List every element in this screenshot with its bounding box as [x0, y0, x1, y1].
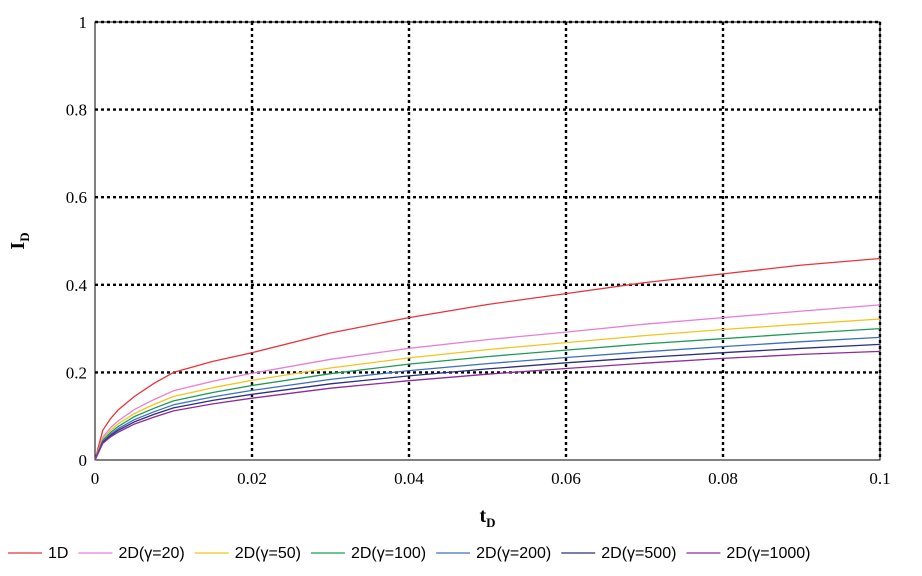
legend: 1D 2D(γ=20) 2D(γ=50) 2D(γ=100) 2D(γ=200) 2D(γ… — [8, 545, 810, 562]
legend-item: 2D(γ=100) — [310, 545, 426, 562]
series-line — [94, 318, 881, 461]
legend-item: 2D(γ=200) — [436, 545, 551, 562]
x-tick-label: 0.1 — [869, 469, 890, 488]
legend-label: 2D(γ=20) — [118, 545, 184, 562]
y-tick-labels: 0 0.2 0.4 0.6 0.8 1 — [66, 13, 88, 470]
x-tick-label: 0.04 — [394, 469, 424, 488]
y-tick-label: 0.2 — [66, 363, 87, 382]
series-line — [94, 304, 881, 461]
series-line — [94, 336, 881, 461]
legend-item: 2D(γ=500) — [561, 545, 676, 562]
legend-label: 2D(γ=1000) — [726, 545, 810, 562]
x-axis-label: tD — [479, 505, 495, 530]
x-tick-label: 0.08 — [708, 469, 738, 488]
legend-label: 1D — [48, 545, 68, 562]
x-tick-label: 0.02 — [237, 469, 267, 488]
legend-label: 2D(γ=50) — [235, 545, 301, 562]
y-axis-label: ID — [7, 232, 32, 249]
x-axis-label-main: t — [479, 505, 486, 527]
series-line — [94, 350, 881, 461]
y-tick-label: 0 — [79, 451, 88, 470]
y-tick-label: 0.6 — [66, 188, 87, 207]
y-axis-label-main: I — [7, 242, 29, 250]
legend-item: 2D(γ=1000) — [686, 545, 810, 562]
legend-item: 2D(γ=20) — [78, 545, 185, 562]
grid-lines — [95, 20, 882, 460]
series-line — [94, 257, 881, 461]
y-tick-label: 0.4 — [66, 276, 88, 295]
y-axis-label-sub: D — [17, 232, 32, 241]
plot-frame — [94, 21, 881, 461]
legend-label: 2D(γ=200) — [476, 545, 551, 562]
legend-label: 2D(γ=500) — [601, 545, 676, 562]
series-line — [94, 327, 881, 461]
series-line — [94, 343, 881, 461]
legend-label: 2D(γ=100) — [351, 545, 426, 562]
legend-item: 2D(γ=50) — [194, 545, 301, 562]
y-tick-label: 0.8 — [66, 101, 87, 120]
x-tick-label: 0.06 — [551, 469, 581, 488]
legend-item: 1D — [8, 545, 68, 562]
x-axis-label-sub: D — [486, 515, 495, 530]
x-tick-label: 0 — [91, 469, 100, 488]
series-lines — [94, 257, 881, 461]
y-tick-label: 1 — [79, 13, 88, 32]
x-tick-labels: 0 0.02 0.04 0.06 0.08 0.1 — [91, 469, 891, 488]
